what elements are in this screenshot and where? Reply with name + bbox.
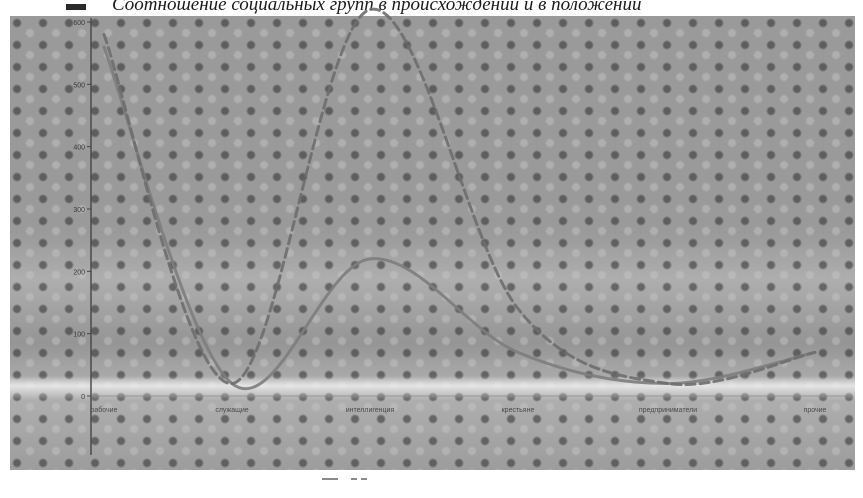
x-tick-label: служащие <box>215 407 248 414</box>
x-tick-label: предприниматели <box>639 407 697 414</box>
legend-item-solid <box>322 478 341 480</box>
y-tick-label: 400 <box>73 145 85 152</box>
x-tick-label: прочие <box>804 407 827 414</box>
legend-item-dashed <box>351 478 370 480</box>
x-tick-label: интеллигенция <box>346 407 395 414</box>
legend-swatch-dashed <box>351 478 367 480</box>
x-tick-label: крестьяне <box>502 407 535 414</box>
series-line-dashed <box>102 7 817 387</box>
y-tick-label: 300 <box>73 207 85 214</box>
y-tick-label: 500 <box>73 82 85 89</box>
chart-title: Соотношение социальных групп в происхожд… <box>112 0 642 15</box>
y-tick-label: 100 <box>73 332 85 339</box>
y-tick-label: 200 <box>73 269 85 276</box>
chart-legend <box>322 478 370 480</box>
legend-swatch-solid <box>322 478 338 480</box>
corner-mark <box>66 4 86 10</box>
y-tick-label: 600 <box>73 20 85 27</box>
y-tick-label: 0 <box>81 394 85 401</box>
x-tick-label: рабочие <box>91 406 118 414</box>
series-line-solid <box>102 45 817 391</box>
